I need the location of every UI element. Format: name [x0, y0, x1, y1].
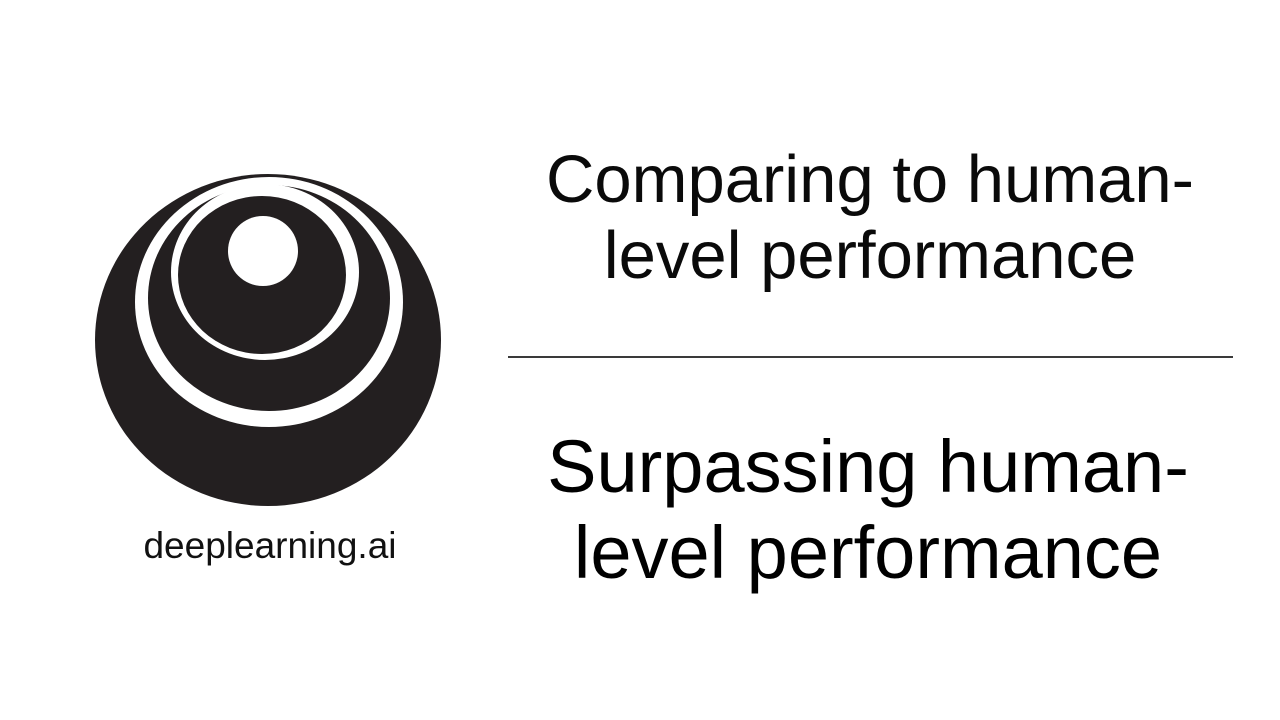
title-divider: [508, 356, 1233, 358]
logo-icon: [94, 172, 442, 508]
lesson-title: Comparing to human- level performance: [546, 142, 1194, 293]
brand-name: deeplearning.ai: [143, 525, 397, 566]
concentric-circles-icon: [95, 174, 441, 506]
section-title: Surpassing human- level performance: [547, 425, 1189, 594]
